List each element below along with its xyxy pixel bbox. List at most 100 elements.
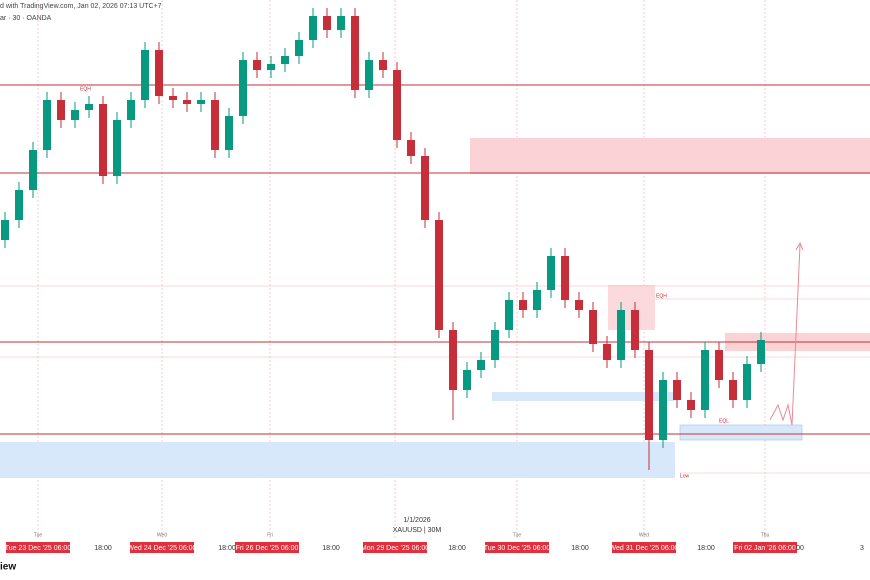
time-axis: Tue Wed Fri Tue Wed Thu Tue 23 Dec '25 06:00 18… bbox=[5, 532, 864, 553]
candle-body bbox=[211, 100, 219, 150]
candle-body bbox=[365, 60, 373, 90]
candle-body bbox=[197, 100, 205, 104]
candle-body bbox=[435, 220, 443, 330]
x-tick-label: Tue 30 Dec '25 06:00 bbox=[484, 545, 551, 552]
candle-body bbox=[575, 300, 583, 310]
day-label: Thu bbox=[761, 532, 770, 538]
candle-body bbox=[701, 350, 709, 410]
header-line: d with TradingView.com, Jan 02, 2026 07:… bbox=[0, 3, 162, 10]
x-label-box bbox=[6, 542, 70, 553]
candle-body bbox=[337, 16, 345, 30]
x-tick-label: Fri 02 Jan '26 06:00 bbox=[734, 545, 796, 552]
candle-body bbox=[729, 380, 737, 400]
supply-zone bbox=[470, 138, 870, 174]
candle-body bbox=[631, 310, 639, 350]
candle-body bbox=[239, 60, 247, 116]
candle-body bbox=[547, 256, 555, 290]
x-tick-label: Mon 29 Dec '25 06:00 bbox=[361, 545, 429, 552]
candle-body bbox=[323, 16, 331, 30]
annotation: 1/1/2026 bbox=[403, 517, 430, 524]
candle-body bbox=[687, 400, 695, 410]
annotation: XAUUSD | 30M bbox=[393, 527, 442, 534]
demand-zone bbox=[492, 392, 675, 401]
candle-body bbox=[253, 60, 261, 70]
projection-arrow bbox=[795, 241, 804, 251]
candle-body bbox=[603, 344, 611, 360]
candle-body bbox=[155, 50, 163, 96]
annotation: EQH bbox=[80, 86, 91, 92]
candle-body bbox=[645, 350, 653, 440]
candle-body bbox=[421, 156, 429, 220]
annotation: EQL bbox=[719, 418, 729, 424]
day-label: Fri bbox=[267, 532, 273, 538]
candle-body bbox=[295, 40, 303, 56]
projection-path bbox=[769, 244, 801, 426]
candle-body bbox=[407, 140, 415, 156]
candle-body bbox=[225, 116, 233, 150]
demand-zone bbox=[679, 424, 803, 441]
x-tick-label: 00 bbox=[796, 545, 804, 552]
x-tick-label: Tue 23 Dec '25 06:00 bbox=[5, 545, 72, 552]
x-tick-label: Wed 24 Dec '25 06:00 bbox=[128, 545, 197, 552]
day-label: Tue bbox=[34, 532, 43, 538]
candle-body bbox=[491, 330, 499, 360]
candle-body bbox=[29, 150, 37, 190]
candle-body bbox=[169, 96, 177, 100]
x-tick-label: Wed 31 Dec '25 06:00 bbox=[610, 545, 679, 552]
candle-body bbox=[743, 364, 751, 400]
candle-body bbox=[43, 100, 51, 150]
candle-body bbox=[281, 56, 289, 64]
x-label-box bbox=[235, 542, 299, 553]
x-tick-label: Fri 26 Dec '25 06:00 bbox=[236, 545, 299, 552]
candle-body bbox=[533, 290, 541, 310]
x-tick-label: 18:00 bbox=[571, 545, 589, 552]
candle-body bbox=[99, 104, 107, 176]
x-label-box bbox=[130, 542, 194, 553]
annotation: EQH bbox=[656, 293, 667, 299]
candle-body bbox=[715, 350, 723, 380]
candle-body bbox=[463, 370, 471, 390]
candle-body bbox=[1, 220, 9, 240]
x-label-box bbox=[363, 542, 427, 553]
candle-body bbox=[85, 104, 93, 110]
demand-zone bbox=[0, 442, 675, 478]
candle-body bbox=[449, 330, 457, 390]
candle-body bbox=[309, 16, 317, 40]
candle-body bbox=[477, 360, 485, 370]
candle-body bbox=[113, 120, 121, 176]
candle-body bbox=[757, 340, 765, 364]
x-tick-label: 3 bbox=[860, 545, 864, 552]
x-label-box bbox=[485, 542, 549, 553]
day-label: Tue bbox=[513, 532, 522, 538]
x-tick-label: 18:00 bbox=[448, 545, 466, 552]
candle-body bbox=[141, 50, 149, 100]
candle-body bbox=[57, 100, 65, 120]
candle-body bbox=[659, 380, 667, 440]
x-tick-label: 18:00 bbox=[218, 545, 236, 552]
candle-body bbox=[617, 310, 625, 360]
day-label: Wed bbox=[639, 532, 649, 538]
candle-body bbox=[267, 64, 275, 70]
candle-body bbox=[183, 100, 191, 104]
annotation: Low bbox=[680, 473, 690, 479]
footer: iew bbox=[0, 562, 16, 573]
candles bbox=[1, 8, 765, 470]
x-tick-label: 18:00 bbox=[94, 545, 112, 552]
candle-body bbox=[519, 300, 527, 310]
day-label: Wed bbox=[157, 532, 167, 538]
x-label-box bbox=[733, 542, 797, 553]
x-tick-label: 18:00 bbox=[697, 545, 715, 552]
candle-body bbox=[127, 100, 135, 120]
candle-body bbox=[589, 310, 597, 344]
candle-body bbox=[393, 70, 401, 140]
candle-body bbox=[15, 190, 23, 220]
candle-body bbox=[379, 60, 387, 70]
candle-body bbox=[505, 300, 513, 330]
candle-body bbox=[561, 256, 569, 300]
candle-body bbox=[673, 380, 681, 400]
header-line: ar · 30 · OANDA bbox=[0, 15, 52, 22]
candle-body bbox=[351, 16, 359, 90]
candle-body bbox=[71, 110, 79, 120]
x-label-box bbox=[612, 542, 676, 553]
